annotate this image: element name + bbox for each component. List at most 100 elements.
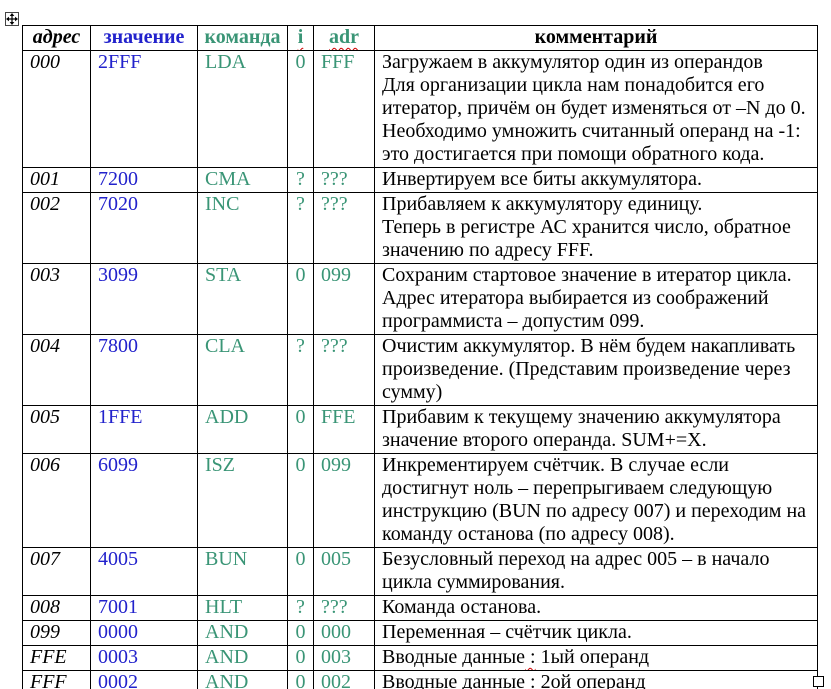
cell-command[interactable]: STA xyxy=(197,263,288,335)
cell-comment[interactable]: Прибавляем к аккумулятору единицу. Теперь… xyxy=(374,192,818,264)
cell-comment[interactable]: Сохраним стартовое значение в итератор ц… xyxy=(374,263,818,335)
table-row: 000 2FFF LDA 0 FFF Загружаем в аккумулятор од… xyxy=(22,50,818,168)
table-move-handle[interactable] xyxy=(5,12,19,26)
cell-comment[interactable]: Прибавим к текущему значению аккумулятор… xyxy=(374,405,818,454)
comment-text: Прибавим к текущему значению аккумулятор… xyxy=(382,406,781,452)
table-resize-handle[interactable] xyxy=(813,676,824,687)
cell-adr[interactable]: 003 xyxy=(313,645,375,671)
column-header-comment[interactable]: комментарий xyxy=(374,25,818,51)
cell-value[interactable]: 2FFF xyxy=(90,50,198,168)
cell-adr[interactable]: FFF xyxy=(313,50,375,168)
cell-value[interactable]: 1FFE xyxy=(90,405,198,454)
column-header-value-label: значение xyxy=(103,26,185,49)
cell-address[interactable]: 099 xyxy=(22,620,91,646)
cell-command[interactable]: ISZ xyxy=(197,453,288,548)
spellcheck-squiggle-text: : xyxy=(525,646,536,669)
cell-comment[interactable]: Безусловный переход на адрес 005 – в нач… xyxy=(374,547,818,596)
cell-adr[interactable]: 099 xyxy=(313,263,375,335)
comment-text: Инкрементируем счётчик. В случае если до… xyxy=(382,454,807,546)
cell-address[interactable]: 006 xyxy=(22,453,91,548)
comment-paragraph: Очистим аккумулятор. В нём будем накапли… xyxy=(382,335,812,405)
table-row: 005 1FFE ADD 0 FFE Прибавим к текущему значен… xyxy=(22,405,818,454)
cell-comment[interactable]: Инвертируем все биты аккумулятора. xyxy=(374,167,818,193)
cell-adr[interactable]: 099 xyxy=(313,453,375,548)
cell-adr[interactable]: ??? xyxy=(313,167,375,193)
cell-command[interactable]: AND xyxy=(197,645,288,671)
cell-adr[interactable]: 002 xyxy=(313,670,375,689)
cell-command[interactable]: AND xyxy=(197,620,288,646)
cell-value[interactable]: 7200 xyxy=(90,167,198,193)
cell-adr[interactable]: ??? xyxy=(313,192,375,264)
column-header-command[interactable]: команда xyxy=(197,25,288,51)
column-header-value[interactable]: значение xyxy=(90,25,198,51)
cell-command[interactable]: LDA xyxy=(197,50,288,168)
cell-i[interactable]: 0 xyxy=(287,263,314,335)
cell-comment[interactable]: Загружаем в аккумулятор один из операндо… xyxy=(374,50,818,168)
cell-address[interactable]: FFF xyxy=(22,670,91,689)
table-body: 000 2FFF LDA 0 FFF Загружаем в аккумулятор од… xyxy=(22,50,818,689)
cell-i[interactable]: 0 xyxy=(287,453,314,548)
cell-adr[interactable]: ??? xyxy=(313,334,375,406)
cell-adr[interactable]: 005 xyxy=(313,547,375,596)
comment-paragraph: Загружаем в аккумулятор один из операндо… xyxy=(382,51,812,75)
cell-address[interactable]: 002 xyxy=(22,192,91,264)
cell-command[interactable]: INC xyxy=(197,192,288,264)
cell-command[interactable]: AND xyxy=(197,670,288,689)
cell-comment[interactable]: Вводные данные : 2ой операнд xyxy=(374,670,818,689)
cell-i[interactable]: ? xyxy=(287,192,314,264)
cell-address[interactable]: FFE xyxy=(22,645,91,671)
cell-i[interactable]: ? xyxy=(287,167,314,193)
cell-command[interactable]: ADD xyxy=(197,405,288,454)
cell-i[interactable]: 0 xyxy=(287,50,314,168)
cell-comment[interactable]: Команда останова. xyxy=(374,595,818,621)
cell-i[interactable]: 0 xyxy=(287,645,314,671)
cell-command[interactable]: CMA xyxy=(197,167,288,193)
cell-comment[interactable]: Очистим аккумулятор. В нём будем накапли… xyxy=(374,334,818,406)
cell-command[interactable]: HLT xyxy=(197,595,288,621)
cell-value[interactable]: 0003 xyxy=(90,645,198,671)
cell-value[interactable]: 7020 xyxy=(90,192,198,264)
cell-adr[interactable]: ??? xyxy=(313,595,375,621)
cell-i[interactable]: 0 xyxy=(287,670,314,689)
cell-value[interactable]: 3099 xyxy=(90,263,198,335)
comment-paragraph: Переменная – счётчик цикла. xyxy=(382,622,812,645)
cell-comment[interactable]: Инкрементируем счётчик. В случае если до… xyxy=(374,453,818,548)
cell-value[interactable]: 0002 xyxy=(90,670,198,689)
cell-i[interactable]: 0 xyxy=(287,547,314,596)
comment-text: Очистим аккумулятор. В нём будем накапли… xyxy=(382,335,796,404)
table-row: 003 3099 STA 0 099 Сохраним стартовое значени… xyxy=(22,263,818,335)
column-header-address[interactable]: адрес xyxy=(22,25,91,51)
column-header-i[interactable]: i xyxy=(287,25,314,51)
comment-text: 2ой операнд xyxy=(535,671,646,689)
comment-text: Загружаем в аккумулятор один из операндо… xyxy=(382,51,763,74)
cell-value[interactable]: 7001 xyxy=(90,595,198,621)
cell-value[interactable]: 6099 xyxy=(90,453,198,548)
comment-text: Теперь в регистре АС хранится число, обр… xyxy=(382,216,791,261)
comment-paragraph: Вводные данные : 1ый операнд xyxy=(382,646,812,670)
cell-i[interactable]: ? xyxy=(287,334,314,406)
cell-address[interactable]: 005 xyxy=(22,405,91,454)
cell-adr[interactable]: FFE xyxy=(313,405,375,454)
cell-i[interactable]: 0 xyxy=(287,405,314,454)
cell-address[interactable]: 003 xyxy=(22,263,91,335)
cell-comment[interactable]: Переменная – счётчик цикла. xyxy=(374,620,818,646)
cell-i[interactable]: 0 xyxy=(287,620,314,646)
cell-value[interactable]: 7800 xyxy=(90,334,198,406)
cell-command[interactable]: CLA xyxy=(197,334,288,406)
column-header-adr[interactable]: adr xyxy=(313,25,375,51)
cell-address[interactable]: 001 xyxy=(22,167,91,193)
cell-value[interactable]: 4005 xyxy=(90,547,198,596)
cell-address[interactable]: 000 xyxy=(22,50,91,168)
cell-value[interactable]: 0000 xyxy=(90,620,198,646)
cell-comment[interactable]: Вводные данные : 1ый операнд xyxy=(374,645,818,671)
cell-address[interactable]: 004 xyxy=(22,334,91,406)
comment-paragraph: Адрес итератора выбирается из соображени… xyxy=(382,287,812,333)
cell-command[interactable]: BUN xyxy=(197,547,288,596)
cell-i[interactable]: ? xyxy=(287,595,314,621)
comment-text: Адрес итератора выбирается из соображени… xyxy=(382,287,769,332)
cell-adr[interactable]: 000 xyxy=(313,620,375,646)
cell-address[interactable]: 007 xyxy=(22,547,91,596)
table-row: FFF 0002 AND 0 002 Вводные данные : 2ой опера… xyxy=(22,670,818,689)
cell-address[interactable]: 008 xyxy=(22,595,91,621)
